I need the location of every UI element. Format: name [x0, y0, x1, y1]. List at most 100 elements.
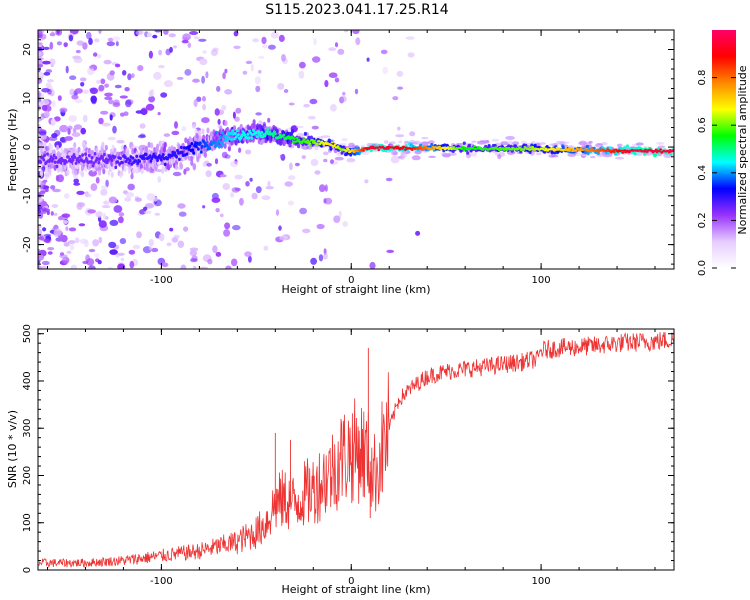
heatmap-noise-blob	[151, 247, 159, 253]
heatmap-noise-blob	[83, 240, 89, 248]
heatmap-track-outer	[74, 169, 78, 176]
heatmap-noise-blob	[143, 210, 152, 215]
heatmap-noise-blob	[321, 135, 331, 139]
heatmap-track-core	[160, 158, 163, 162]
heatmap-track-outer	[184, 137, 188, 144]
heatmap-track-core	[85, 157, 88, 161]
heatmap-noise-blob	[239, 197, 244, 206]
heatmap-noise-blob	[539, 142, 546, 145]
heatmap-noise-blob	[382, 66, 389, 75]
heatmap-track-core	[195, 144, 198, 149]
heatmap-noise-blob	[380, 49, 388, 55]
heatmap-noise-blob	[289, 162, 293, 171]
heatmap-noise-blob	[134, 197, 142, 202]
heatmap-track-outer	[147, 141, 151, 148]
heatmap-track-core	[621, 151, 625, 154]
heatmap-track-core	[570, 147, 573, 150]
heatmap-noise-blob	[191, 124, 197, 129]
heatmap-track-core	[315, 142, 319, 145]
heatmap-noise-blob	[60, 234, 68, 243]
heatmap-track-outer	[553, 151, 557, 155]
heatmap-noise-blob	[135, 30, 143, 36]
heatmap-noise-blob	[108, 241, 117, 249]
heatmap-noise-blob	[201, 117, 210, 124]
heatmap-noise-blob	[316, 223, 325, 230]
heatmap-noise-blob	[399, 155, 406, 160]
heatmap-track-core	[83, 159, 86, 163]
heatmap-track-core	[401, 147, 404, 150]
heatmap-noise-blob	[267, 44, 276, 50]
heatmap-track-outer	[238, 147, 242, 153]
heatmap-noise-blob	[53, 212, 58, 216]
heatmap-track-outer	[209, 131, 213, 138]
heatmap-noise-blob	[398, 140, 403, 144]
heatmap-track-core	[97, 161, 101, 165]
heatmap-noise-blob	[409, 131, 416, 137]
heatmap-noise-blob	[146, 32, 152, 38]
heatmap-noise-blob	[250, 63, 254, 72]
heatmap-noise-blob	[69, 88, 75, 96]
heatmap-noise-blob	[137, 134, 146, 139]
heatmap-track-outer	[130, 173, 134, 180]
heatmap-noise-blob	[104, 92, 113, 97]
heatmap-noise-blob	[132, 244, 141, 250]
heatmap-track-core	[76, 157, 80, 161]
heatmap-track-outer	[234, 140, 238, 146]
heatmap-track-outer	[467, 143, 471, 148]
heatmap-track-outer	[252, 119, 256, 125]
heatmap-noise-blob	[334, 156, 344, 161]
heatmap-noise-blob	[78, 223, 86, 227]
heatmap-noise-blob	[145, 203, 154, 209]
y-tick-label: 10	[22, 92, 33, 105]
heatmap-noise-blob	[41, 207, 47, 215]
heatmap-track-core	[235, 129, 239, 133]
heatmap-track-core	[272, 134, 275, 138]
heatmap-track-core	[166, 156, 170, 160]
heatmap-noise-blob	[50, 31, 55, 37]
heatmap-noise-blob	[127, 73, 132, 81]
heatmap-noise-blob	[245, 181, 250, 187]
y-tick-label: 300	[22, 419, 33, 438]
heatmap-noise-blob	[113, 99, 120, 106]
heatmap-track-outer	[545, 145, 549, 149]
heatmap-noise-blob	[279, 235, 288, 241]
heatmap-track-outer	[66, 169, 70, 176]
heatmap-track-outer	[163, 141, 167, 148]
heatmap-noise-blob	[500, 141, 509, 146]
heatmap-noise-blob	[45, 69, 53, 73]
heatmap-track-core	[74, 161, 78, 165]
heatmap-noise-blob	[476, 140, 487, 145]
heatmap-track-core	[91, 164, 95, 168]
heatmap-track-core	[282, 133, 286, 137]
heatmap-track-core	[422, 147, 426, 150]
heatmap-noise-blob	[112, 125, 117, 134]
heatmap-track-core	[138, 159, 142, 163]
heatmap-noise-blob	[176, 76, 184, 80]
heatmap-noise-blob	[38, 90, 41, 98]
heatmap-noise-blob	[49, 58, 56, 66]
heatmap-noise-blob	[235, 107, 242, 114]
heatmap-noise-blob	[130, 145, 139, 149]
heatmap-noise-blob	[635, 142, 644, 146]
heatmap-track-core	[291, 140, 295, 143]
heatmap-track-outer	[349, 153, 353, 157]
heatmap-noise-blob	[88, 265, 96, 269]
heatmap-noise-blob	[41, 60, 51, 65]
colorbar-label: Normalized spectral amplitude	[736, 65, 749, 234]
heatmap-noise-blob	[390, 155, 400, 164]
heatmap-noise-blob	[199, 58, 208, 66]
heatmap-noise-blob	[68, 115, 77, 122]
heatmap-track-core	[208, 146, 212, 151]
heatmap-noise-blob	[265, 186, 274, 190]
heatmap-track-core	[113, 155, 117, 159]
heatmap-noise-blob	[192, 78, 200, 83]
heatmap-noise-blob	[310, 257, 317, 265]
heatmap-track-core	[161, 153, 165, 157]
heatmap-noise-blob	[93, 253, 100, 258]
heatmap-noise-blob	[491, 138, 500, 142]
heatmap-noise-blob	[163, 30, 169, 35]
x-tick-label: 100	[532, 576, 551, 587]
heatmap-track-core	[658, 150, 662, 153]
heatmap-track-outer	[102, 168, 106, 175]
